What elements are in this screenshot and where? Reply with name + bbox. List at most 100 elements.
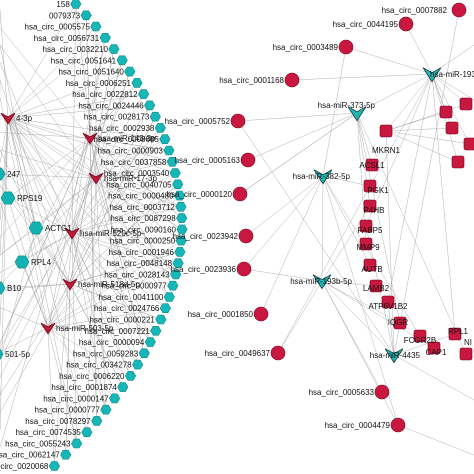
circrna-node[interactable] xyxy=(284,72,300,88)
gene-node[interactable] xyxy=(369,279,383,293)
mirna-node[interactable] xyxy=(313,169,333,185)
gene-node[interactable] xyxy=(359,237,373,251)
circrna-node[interactable] xyxy=(131,78,143,88)
network-edge xyxy=(356,112,467,355)
gene-node[interactable] xyxy=(363,199,377,213)
circrna-node[interactable] xyxy=(163,145,175,156)
circrna-node[interactable] xyxy=(230,113,246,129)
mirna-node[interactable] xyxy=(82,132,98,145)
circrna-node[interactable] xyxy=(100,404,112,415)
mirna-node[interactable] xyxy=(422,67,442,83)
gene-node[interactable] xyxy=(28,221,44,235)
mirna-node[interactable] xyxy=(40,322,56,335)
gene-node[interactable] xyxy=(0,348,4,360)
circrna-node[interactable] xyxy=(144,100,156,111)
circrna-node[interactable] xyxy=(144,337,156,347)
mirna-node[interactable] xyxy=(0,112,16,125)
circrna-node[interactable] xyxy=(236,261,252,277)
circrna-node[interactable] xyxy=(71,438,83,449)
circrna-node[interactable] xyxy=(166,157,178,167)
gene-node[interactable] xyxy=(393,316,407,330)
circrna-node[interactable] xyxy=(232,186,248,202)
circrna-node[interactable] xyxy=(270,345,286,361)
mirna-node[interactable] xyxy=(347,106,367,122)
circrna-node[interactable] xyxy=(117,382,129,392)
circrna-node[interactable] xyxy=(240,152,256,168)
gene-node[interactable] xyxy=(463,137,474,151)
circrna-node[interactable] xyxy=(173,190,186,201)
circrna-node[interactable] xyxy=(91,416,103,426)
circrna-node[interactable] xyxy=(132,359,144,370)
network-edge xyxy=(431,73,453,129)
circrna-node[interactable] xyxy=(149,111,161,122)
circrna-node[interactable] xyxy=(90,21,102,32)
circrna-node[interactable] xyxy=(163,292,175,302)
circrna-node[interactable] xyxy=(172,179,184,190)
gene-node[interactable] xyxy=(359,219,373,233)
network-edge xyxy=(95,177,170,298)
gene-node[interactable] xyxy=(448,327,462,341)
circrna-node[interactable] xyxy=(108,44,120,54)
gene-node[interactable] xyxy=(0,191,16,205)
circrna-node[interactable] xyxy=(159,303,171,314)
gene-node[interactable] xyxy=(439,105,453,119)
circrna-node[interactable] xyxy=(172,258,184,269)
mirna-node[interactable] xyxy=(384,348,404,364)
circrna-node[interactable] xyxy=(48,461,60,471)
circrna-node[interactable] xyxy=(174,247,186,257)
mirna-node[interactable] xyxy=(312,274,332,290)
network-edge xyxy=(321,175,324,282)
circrna-node[interactable] xyxy=(390,417,406,433)
gene-node[interactable] xyxy=(379,124,393,138)
circrna-node[interactable] xyxy=(398,16,414,32)
circrna-node[interactable] xyxy=(155,314,167,325)
circrna-node[interactable] xyxy=(338,39,354,55)
circrna-node[interactable] xyxy=(451,2,467,18)
circrna-node[interactable] xyxy=(60,449,72,460)
circrna-node[interactable] xyxy=(175,202,187,212)
mirna-node[interactable] xyxy=(62,278,78,291)
circrna-node[interactable] xyxy=(169,168,181,178)
circrna-node[interactable] xyxy=(154,123,166,133)
gene-node[interactable] xyxy=(451,155,465,169)
circrna-node[interactable] xyxy=(374,384,390,400)
gene-node[interactable] xyxy=(363,179,377,193)
circrna-node[interactable] xyxy=(116,55,128,66)
circrna-node[interactable] xyxy=(138,348,150,359)
circrna-node[interactable] xyxy=(124,66,136,77)
circrna-node[interactable] xyxy=(238,228,254,244)
circrna-node[interactable] xyxy=(124,371,137,381)
gene-node[interactable] xyxy=(427,341,441,355)
circrna-node[interactable] xyxy=(81,427,93,438)
circrna-node[interactable] xyxy=(167,280,179,291)
circrna-node[interactable] xyxy=(99,32,111,43)
circrna-node[interactable] xyxy=(176,224,188,235)
circrna-node[interactable] xyxy=(176,213,188,223)
circrna-node[interactable] xyxy=(80,10,92,21)
gene-node[interactable] xyxy=(413,329,427,343)
circrna-node[interactable] xyxy=(170,269,182,280)
network-edge xyxy=(0,327,49,413)
network-edge xyxy=(0,44,37,229)
circrna-node[interactable] xyxy=(175,235,187,246)
gene-node[interactable] xyxy=(363,258,377,272)
gene-node[interactable] xyxy=(14,255,30,269)
circrna-node[interactable] xyxy=(159,134,171,144)
gene-node[interactable] xyxy=(0,281,6,295)
gene-node[interactable] xyxy=(459,97,473,111)
mirna-node[interactable] xyxy=(64,227,80,240)
circrna-node[interactable] xyxy=(70,0,82,9)
gene-node[interactable] xyxy=(459,347,473,361)
circrna-label: hsa_circ_0023936 xyxy=(171,265,237,274)
circrna-node[interactable] xyxy=(109,393,121,404)
gene-node[interactable] xyxy=(381,295,395,309)
network-edge xyxy=(0,232,73,273)
circrna-node[interactable] xyxy=(138,89,150,99)
circrna-node[interactable] xyxy=(253,306,269,322)
circrna-node[interactable] xyxy=(150,325,162,336)
network-edge xyxy=(356,112,373,166)
mirna-node[interactable] xyxy=(88,172,104,185)
gene-node[interactable] xyxy=(0,167,6,181)
gene-node[interactable] xyxy=(365,158,379,172)
gene-node[interactable] xyxy=(445,121,459,135)
